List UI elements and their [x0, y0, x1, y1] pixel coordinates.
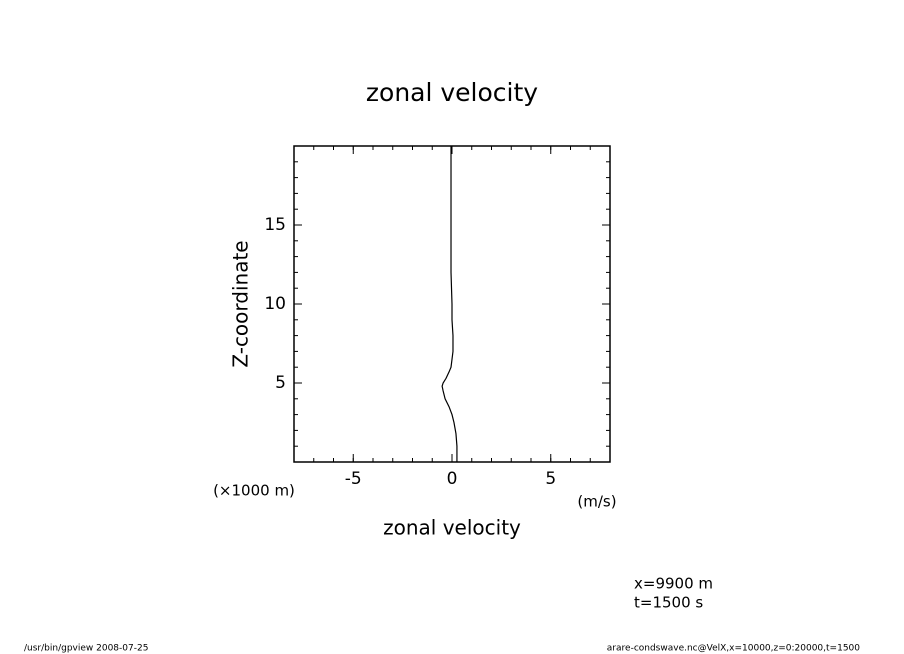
- y-tick-label: 15: [264, 215, 286, 235]
- annotation: t=1500 s: [634, 594, 703, 612]
- x-tick-label: 5: [545, 469, 556, 489]
- x-tick-label: 0: [447, 469, 458, 489]
- y-axis-label: Z-coordinate: [229, 240, 253, 367]
- x-axis-unit: (m/s): [577, 493, 616, 511]
- y-axis-unit: (×1000 m): [213, 482, 295, 500]
- x-axis-label: zonal velocity: [383, 516, 521, 540]
- footer-right: arare-condswave.nc@VelX,x=10000,z=0:2000…: [607, 644, 860, 654]
- y-tick-label: 5: [275, 373, 286, 393]
- footer-left: /usr/bin/gpview 2008-07-25: [24, 644, 148, 654]
- x-tick-label: -5: [345, 469, 362, 489]
- annotation: x=9900 m: [634, 575, 713, 593]
- chart-title: zonal velocity: [366, 78, 538, 107]
- y-tick-label: 10: [264, 294, 286, 314]
- profile-line: [441, 146, 458, 462]
